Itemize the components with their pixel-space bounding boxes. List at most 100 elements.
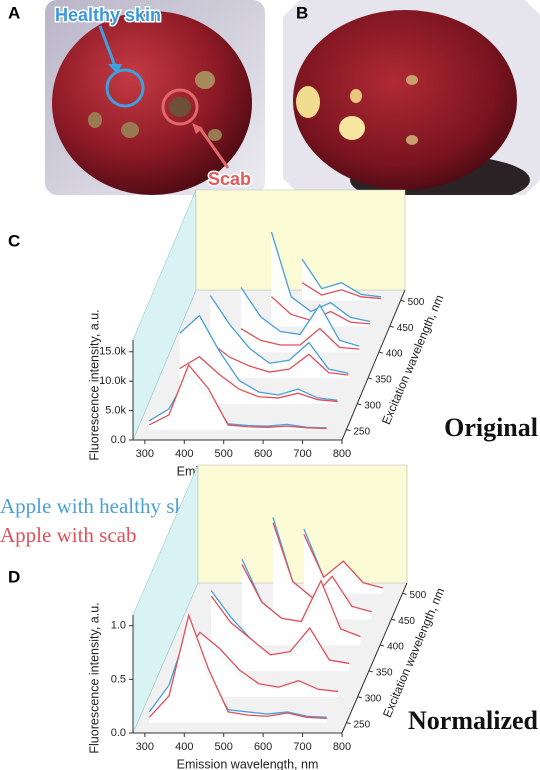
curve-fill [240,287,360,353]
x-tick-label: 300 [136,741,154,753]
photo-a: Healthy skin Scab [45,0,265,195]
lesion [406,75,418,85]
curve-fill [271,296,371,327]
curve-fill [302,259,381,301]
z-tick-label: 250 [353,426,370,437]
z-tick-label: 500 [408,297,425,308]
apple [293,10,517,190]
z-tick-label: 300 [364,400,381,411]
panel-letter: D [8,567,20,586]
spectrum-line [209,342,349,376]
curve-fill [302,282,381,301]
z-tick [346,429,351,432]
x-tick-label: 700 [293,448,311,460]
z-tick-label: 300 [365,693,382,704]
apple [52,11,252,195]
scab-spot [88,112,102,128]
curve-fill [179,356,338,404]
curve-fill [210,342,349,378]
curve-fill [303,534,383,594]
x-tick-label: 500 [215,741,233,753]
z-tick-label: 250 [353,719,370,730]
legend-entry: Apple with scab [0,523,136,547]
y-tick-label: 0.5 [111,673,126,685]
scab-spot [208,129,222,141]
scab-arrow [197,126,230,169]
z-tick [379,644,385,647]
spectrum-line [301,258,382,298]
z-tick-label: 450 [397,323,414,334]
back-wall [195,189,406,291]
spectrum-line [179,355,338,403]
scab-spot [121,122,139,138]
spectrum-line [209,295,349,374]
lesion [339,116,365,140]
z-tick-label: 500 [410,590,427,601]
photo-b [283,0,540,195]
curve-fill [242,564,361,646]
z-tick [391,618,396,621]
y-tick-label: 0.0 [111,434,126,446]
curve-fill [273,522,372,620]
y-tick-label: 5.0k [105,404,126,416]
z-tick [389,325,394,328]
x-tick-label: 800 [333,741,351,753]
x-tick-label: 600 [254,448,272,460]
z-tick [367,377,373,380]
panel-letter: B [296,3,308,22]
y-tick-label: 10.0k [99,375,126,387]
scab-arrow-head [192,123,203,134]
x-tick-label: 400 [175,741,193,753]
scab-spot [195,71,215,89]
scab-spot [169,97,191,117]
healthy-label: Healthy skin [55,5,161,25]
scab-circle [161,88,199,126]
x-tick-label: 700 [293,741,311,753]
spectrum-line [210,595,350,665]
spectrum-line [148,613,327,720]
z-axis [341,582,408,734]
spectrum-line [240,287,360,347]
lesion [296,86,320,118]
z-tick-label: 400 [386,349,403,360]
healthy-arrow-head [108,64,122,74]
z-tick-label: 400 [387,642,404,653]
x-tick-label: 400 [175,448,193,460]
panel-letter: C [8,231,20,250]
spectrum-line [179,314,338,401]
z-tick-label: 450 [398,616,415,627]
curve-fill [149,615,327,723]
y-tick-label: 15.0k [99,346,126,358]
x-tick-label: 300 [136,448,154,460]
y-tick-label: 1.0 [111,620,126,632]
x-tick-label: 500 [215,448,233,460]
z-tick [346,722,351,725]
z-tick [378,351,384,354]
lesion [350,89,362,103]
spectrum-line [241,564,361,638]
z-tick [400,299,405,302]
curve-fill [149,364,327,430]
curve-fill [271,232,371,327]
y-tick-label: 0.0 [111,727,126,739]
healthy-circle [105,68,145,108]
spectrum-line [301,282,381,300]
curve-fill [211,595,350,671]
legend-entry: Apple with healthy skin [0,494,202,518]
panel-annotation: Original [444,413,538,442]
curve-fill [210,295,349,378]
lesion [406,135,418,145]
z-tick-label: 350 [375,375,392,386]
x-tick-label: 800 [333,448,351,460]
z-tick-label: 350 [376,668,393,679]
y-axis-title: Fluorescence intensity, a.u. [87,309,101,460]
y-axis-title: Fluorescence intensity, a.u. [87,602,101,753]
spectrum-line [179,631,339,693]
x-axis-title: Emission wavelength, nm [177,757,319,770]
healthy-arrow [98,25,117,67]
back-wall [197,464,408,584]
z-tick [368,670,374,673]
spectrum-line [303,534,383,589]
